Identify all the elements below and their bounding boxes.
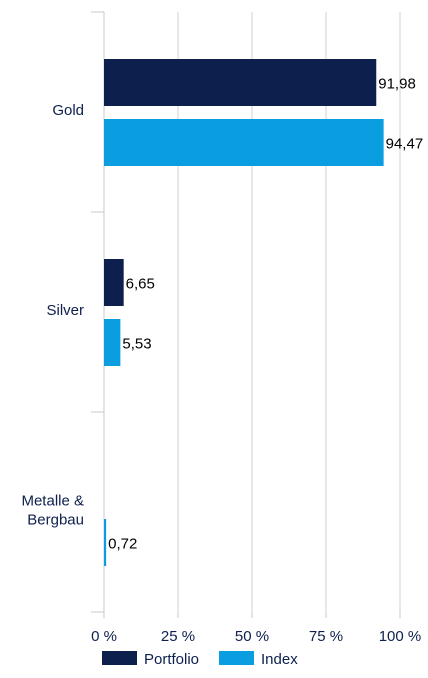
bar-portfolio xyxy=(104,259,124,306)
bar-portfolio xyxy=(104,59,377,106)
legend-swatch-index xyxy=(219,651,254,665)
legend-swatch-portfolio xyxy=(102,651,137,665)
category-label: Gold xyxy=(52,102,84,119)
x-tick-label: 100 % xyxy=(379,628,422,645)
legend-label: Portfolio xyxy=(144,651,199,668)
grid-layer xyxy=(177,12,401,612)
bar-index xyxy=(104,119,384,166)
x-tick-label: 0 % xyxy=(91,628,117,645)
category-label: Metalle & Bergbau xyxy=(21,493,84,529)
bar-index xyxy=(104,319,121,366)
data-label: 94,47 xyxy=(386,136,424,153)
data-label: 0,72 xyxy=(108,536,137,553)
legend-label: Index xyxy=(261,651,298,668)
labels-layer: 91,98 94,47 6,65 5,53 0,72 xyxy=(108,76,423,553)
axis-layer: 0 % 25 % 50 % 75 % 100 % Gold Silver Metalle & B… xyxy=(21,11,422,645)
bars-layer xyxy=(104,59,384,566)
x-tick-label: 75 % xyxy=(309,628,343,645)
data-label: 91,98 xyxy=(378,76,416,93)
x-tick-label: 50 % xyxy=(235,628,269,645)
data-label: 5,53 xyxy=(122,336,151,353)
bar-index xyxy=(104,519,107,566)
legend: Portfolio Index xyxy=(102,651,298,668)
category-label: Silver xyxy=(46,302,84,319)
data-label: 6,65 xyxy=(126,276,155,293)
x-tick-label: 25 % xyxy=(161,628,195,645)
